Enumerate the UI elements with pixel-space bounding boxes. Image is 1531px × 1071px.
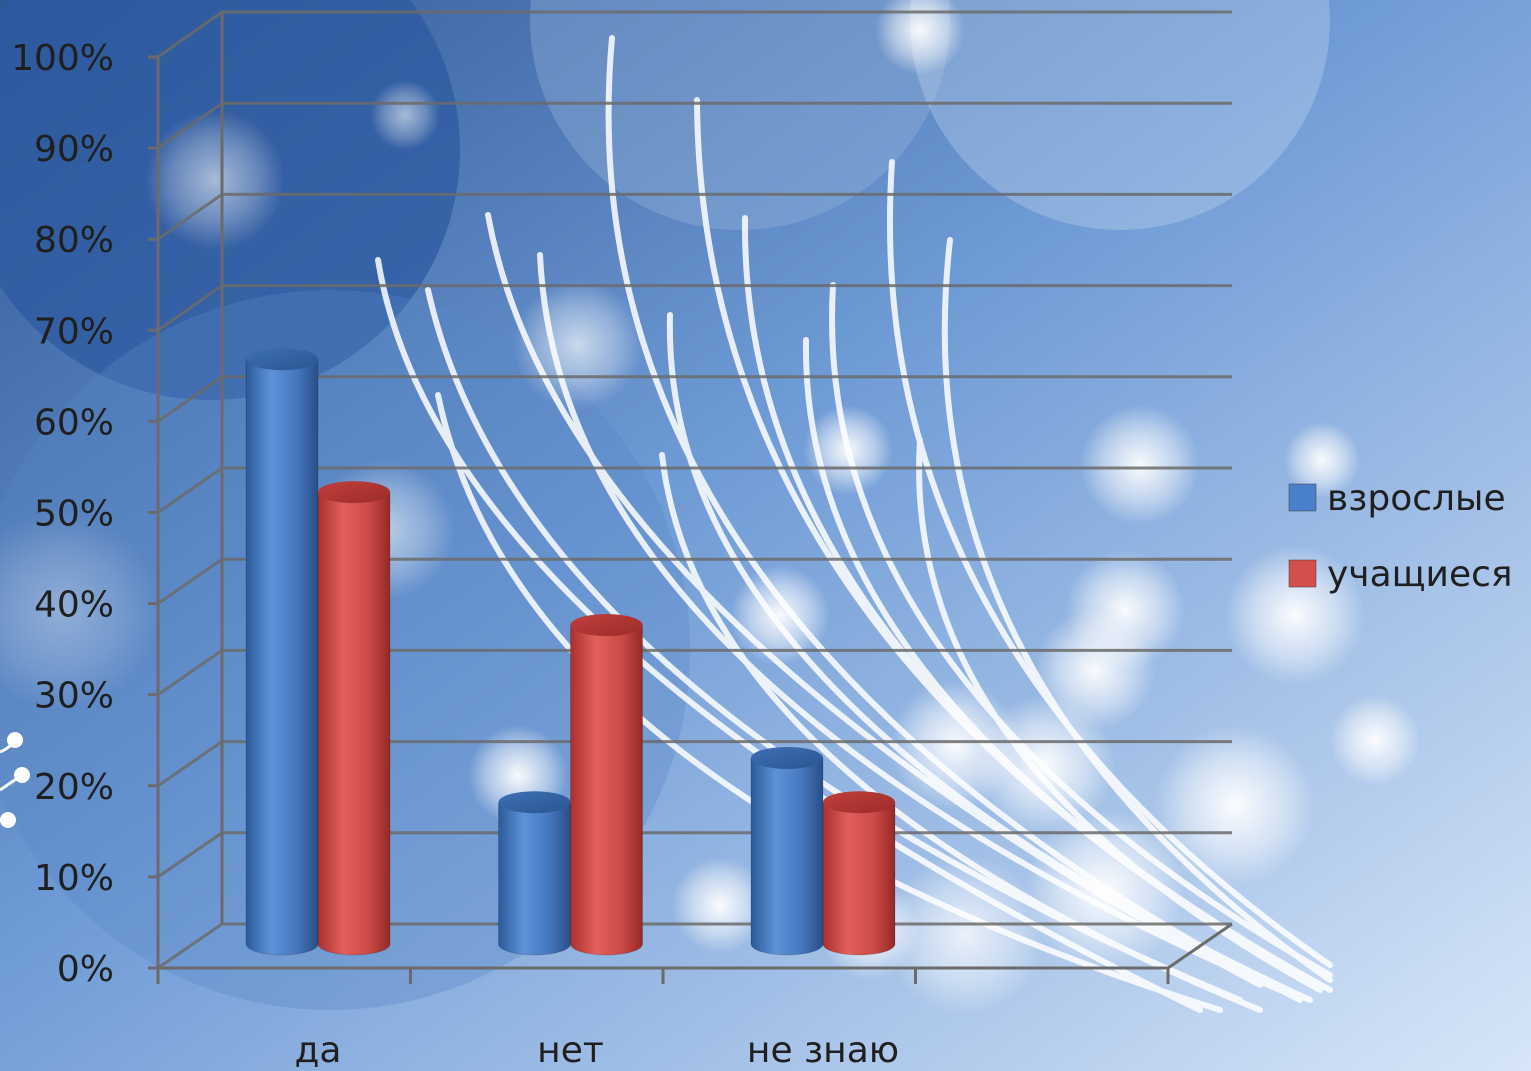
y-axis-tick-labels: 0% 10% 20% 30% 40% 50% 60% 70% 80% 90% 100% [11, 38, 114, 990]
axes [148, 12, 1233, 984]
x-category-label: не знаю [747, 1030, 899, 1071]
y-tick-label: 50% [34, 494, 114, 535]
y-tick-label: 70% [34, 311, 114, 352]
y-tick-label: 0% [57, 949, 114, 990]
y-tick-label: 40% [34, 585, 114, 626]
y-tick-label: 60% [34, 402, 114, 443]
y-tick-label: 10% [34, 858, 114, 899]
y-tick-label: 20% [34, 767, 114, 808]
y-tick-label: 100% [11, 38, 114, 79]
y-tick-label: 90% [34, 129, 114, 170]
bar [750, 746, 824, 956]
x-axis-category-labels: да нет не знаю [295, 1030, 900, 1071]
y-tick-label: 30% [34, 676, 114, 717]
bar [570, 614, 643, 956]
bar [245, 348, 319, 956]
legend-item: взрослые [1288, 478, 1506, 519]
bar [498, 791, 571, 956]
bar [317, 481, 391, 956]
axis-lines [148, 12, 1233, 984]
y-tick-label: 80% [34, 220, 114, 261]
bars [245, 348, 896, 956]
x-category-label: нет [537, 1030, 604, 1071]
x-category-label: да [295, 1030, 342, 1071]
legend: взрослые учащиеся [1288, 478, 1513, 595]
legend-label: учащиеся [1327, 554, 1513, 595]
legend-item: учащиеся [1288, 554, 1513, 595]
legend-label: взрослые [1327, 478, 1506, 519]
bar [822, 791, 896, 956]
